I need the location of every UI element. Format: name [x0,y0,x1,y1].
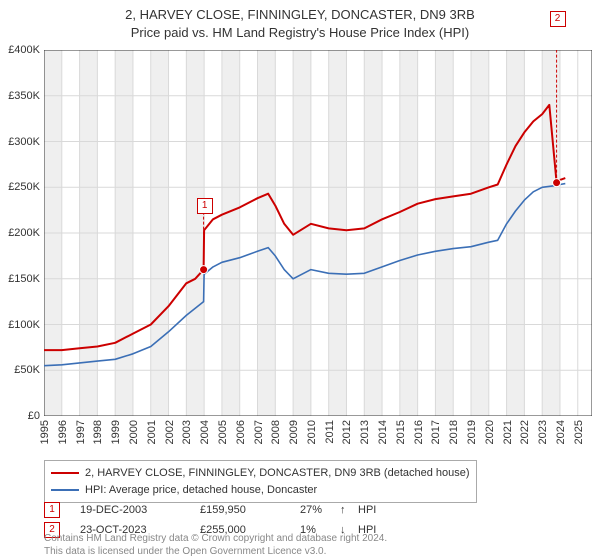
x-tick-label: 2015 [395,420,407,444]
y-tick-label: £350K [0,90,40,102]
x-tick-label: 2012 [341,420,353,444]
marker-row-rel: HPI [358,504,376,516]
marker-row-pct: 27% [300,504,340,516]
x-tick-label: 2009 [288,420,300,444]
x-tick-label: 2016 [413,420,425,444]
y-tick-label: £400K [0,44,40,56]
x-tick-label: 1999 [110,420,122,444]
x-tick-label: 2014 [377,420,389,444]
x-tick-label: 1996 [57,420,69,444]
x-tick-label: 2021 [502,420,514,444]
legend-row: HPI: Average price, detached house, Donc… [51,482,470,499]
marker-row: 1 19-DEC-2003£159,95027%↑HPI [44,502,376,518]
y-tick-label: £100K [0,319,40,331]
title-line-2: Price paid vs. HM Land Registry's House … [0,24,600,42]
x-tick-label: 2005 [217,420,229,444]
marker-row-badge: 1 [44,502,60,518]
attribution-line-1: Contains HM Land Registry data © Crown c… [44,533,584,546]
x-tick-label: 2004 [199,420,211,444]
x-tick-label: 2011 [324,420,336,444]
chart-marker-badge: 2 [550,11,566,27]
x-tick-label: 1995 [39,420,51,444]
legend-swatch [51,472,79,474]
x-tick-label: 2019 [466,420,478,444]
legend-swatch [51,489,79,491]
x-tick-label: 2024 [555,420,567,444]
x-tick-label: 2002 [164,420,176,444]
marker-row-date: 19-DEC-2003 [80,504,200,516]
x-tick-label: 2022 [519,420,531,444]
x-tick-label: 2000 [128,420,140,444]
x-tick-label: 2013 [359,420,371,444]
y-tick-label: £250K [0,181,40,193]
x-tick-label: 2010 [306,420,318,444]
x-tick-label: 2008 [270,420,282,444]
marker-row-price: £159,950 [200,504,300,516]
marker-row-arrow: ↑ [340,504,358,516]
legend-box: 2, HARVEY CLOSE, FINNINGLEY, DONCASTER, … [44,460,477,503]
y-tick-label: £0 [0,410,40,422]
x-tick-label: 2023 [537,420,549,444]
x-tick-label: 2020 [484,420,496,444]
x-tick-label: 1997 [75,420,87,444]
title-line-1: 2, HARVEY CLOSE, FINNINGLEY, DONCASTER, … [0,6,600,24]
x-tick-label: 2001 [146,420,158,444]
legend-label: HPI: Average price, detached house, Donc… [85,482,317,499]
y-tick-label: £200K [0,227,40,239]
chart-marker-badge: 1 [197,198,213,214]
legend-row: 2, HARVEY CLOSE, FINNINGLEY, DONCASTER, … [51,465,470,482]
legend-label: 2, HARVEY CLOSE, FINNINGLEY, DONCASTER, … [85,465,470,482]
chart-svg [44,50,592,416]
x-tick-label: 2018 [448,420,460,444]
x-tick-label: 2017 [430,420,442,444]
attribution: Contains HM Land Registry data © Crown c… [44,533,584,558]
y-tick-label: £50K [0,364,40,376]
x-tick-label: 1998 [92,420,104,444]
x-tick-label: 2003 [181,420,193,444]
x-tick-label: 2006 [235,420,247,444]
chart-container: 2, HARVEY CLOSE, FINNINGLEY, DONCASTER, … [0,0,600,560]
attribution-line-2: This data is licensed under the Open Gov… [44,546,584,559]
y-tick-label: £150K [0,273,40,285]
chart-area [44,50,592,416]
y-tick-label: £300K [0,136,40,148]
title-block: 2, HARVEY CLOSE, FINNINGLEY, DONCASTER, … [0,0,600,42]
x-tick-label: 2007 [253,420,265,444]
x-tick-label: 2025 [573,420,585,444]
